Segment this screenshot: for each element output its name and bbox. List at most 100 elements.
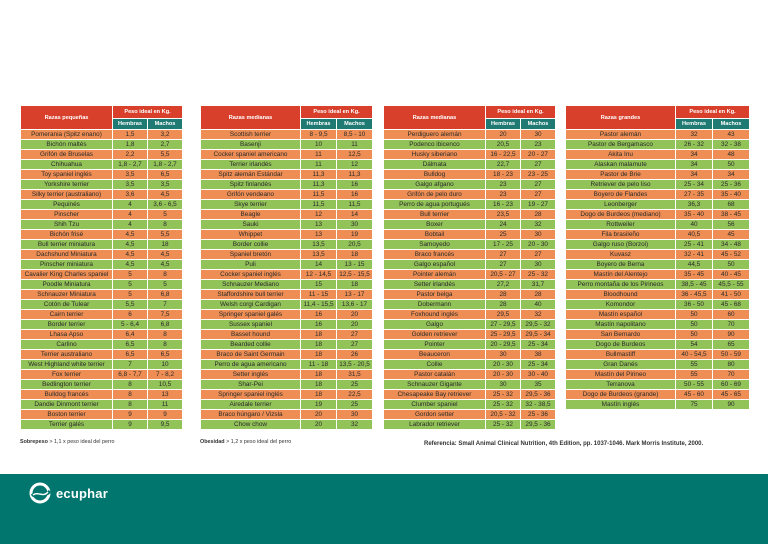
female-weight-cell: 8 - 9,5	[300, 129, 337, 140]
male-weight-cell: 31,7	[519, 279, 557, 290]
table-row: Perro de agua portugués 16 - 23 19 - 27	[383, 199, 557, 210]
table-row: Scottish terrier 8 - 9,5 8,5 - 10	[200, 129, 374, 140]
breed-name-cell: Whippet	[200, 229, 301, 240]
breed-name-cell: Pinscher miniatura	[20, 259, 113, 270]
breed-name-cell: Grifón de Bruselas	[20, 149, 113, 160]
breed-name-cell: Beauceron	[383, 349, 486, 360]
breed-name-cell: Border terrier	[20, 319, 113, 330]
male-weight-cell: 27	[519, 249, 557, 260]
table-row: Braco francés 27 27	[383, 249, 557, 260]
breed-name-cell: Pastor de Bergamasco	[565, 139, 676, 150]
male-weight-cell: 68	[711, 199, 751, 210]
overweight-text: > 1,1 x peso ideal del perro	[49, 439, 115, 445]
breed-name-cell: Airedale terrier	[200, 399, 301, 410]
male-weight-cell: 29,5 - 32	[519, 319, 557, 330]
female-weight-cell: 20	[300, 419, 337, 430]
female-weight-cell: 25 - 32	[485, 419, 521, 430]
female-weight-cell: 14	[300, 259, 337, 270]
table-row: Retriever de pelo liso 25 - 34 25 - 36	[565, 179, 751, 190]
male-weight-cell: 32	[519, 219, 557, 230]
table-row: Dobermann 28 40	[383, 299, 557, 310]
female-weight-cell: 18	[300, 379, 337, 390]
table-row: Podenco ibicenco 20,5 23	[383, 139, 557, 150]
female-weight-cell: 17 - 25	[485, 239, 521, 250]
female-weight-cell: 16 - 23	[485, 199, 521, 210]
male-weight-cell: 90	[711, 399, 751, 410]
male-weight-cell: 8,5 - 10	[335, 129, 374, 140]
table-row: Springer spaniel inglés 18 22,5	[200, 389, 374, 400]
male-weight-cell: 25 - 34	[519, 339, 557, 350]
table-row: Braco húngaro / Vizsla 20 30	[200, 409, 374, 420]
table-row: Beagle 12 14	[200, 209, 374, 220]
breed-name-cell: Skye terrier	[200, 199, 301, 210]
breed-name-cell: Komondor	[565, 299, 676, 310]
female-weight-cell: 16	[300, 319, 337, 330]
table-row: Pointer alemán 20,5 - 27 25 - 32	[383, 269, 557, 280]
breed-name-cell: Terrier galés	[20, 419, 113, 430]
table-row: Mastín del Pirineo 55 70	[565, 369, 751, 380]
table-row: Bedlington terrier 8 10,5	[20, 379, 184, 390]
breed-name-cell: Grifón vendeano	[200, 189, 301, 200]
breed-name-cell: Cotón de Tulear	[20, 299, 113, 310]
male-weight-cell: 27	[519, 159, 557, 170]
breed-header: Razas pequeñas	[20, 105, 113, 130]
breed-name-cell: Bloodhound	[565, 289, 676, 300]
male-weight-cell: 6,8	[146, 289, 184, 300]
table-row: Bull terrier miniatura 4,5 18	[20, 239, 184, 250]
female-weight-cell: 11,3	[300, 179, 337, 190]
table-row: Perdiguero alemán 20 30	[383, 129, 557, 140]
breed-name-cell: Cairn terrier	[20, 309, 113, 320]
breed-name-cell: Schnauzer Mediano	[200, 279, 301, 290]
table-row: Dogo de Burdeos (mediano) 35 - 40 38 - 45	[565, 209, 751, 220]
breed-name-cell: Galgo ruso (Borzoi)	[565, 239, 676, 250]
breed-name-cell: Spaniel bretón	[200, 249, 301, 260]
female-weight-cell: 4,5	[112, 239, 148, 250]
female-weight-cell: 25 - 34	[675, 179, 713, 190]
male-weight-cell: 20 - 30	[519, 239, 557, 250]
male-weight-cell: 25	[335, 379, 374, 390]
female-weight-cell: 27 - 35	[675, 189, 713, 200]
male-weight-cell: 27	[335, 339, 374, 350]
table-row: Mastín español 50 60	[565, 309, 751, 320]
breed-name-cell: Perro montaña de los Pirineos	[565, 279, 676, 290]
male-weight-cell: 28	[519, 289, 557, 300]
male-weight-cell: 28	[519, 209, 557, 220]
female-weight-cell: 45 - 60	[675, 389, 713, 400]
table-row: Welsh corgi Cardigan 11,4 - 15,5 13,6 - 17	[200, 299, 374, 310]
breed-name-cell: Mastín del Pirineo	[565, 369, 676, 380]
breed-name-cell: Podenco ibicenco	[383, 139, 486, 150]
breed-name-cell: Pastor alemán	[565, 129, 676, 140]
breed-name-cell: Gordon setter	[383, 409, 486, 420]
table-row: Schnauzer Mediano 15 18	[200, 279, 374, 290]
table-row: Pastor belga 28 28	[383, 289, 557, 300]
female-weight-cell: 20 - 30	[485, 359, 521, 370]
female-weight-cell: 23,5	[485, 209, 521, 220]
table-row: Cocker spaniel americano 11 12,5	[200, 149, 374, 160]
female-weight-cell: 18	[300, 369, 337, 380]
breed-name-cell: Boxer	[383, 219, 486, 230]
female-weight-cell: 3,5	[112, 179, 148, 190]
table-row: Pastor de Bergamasco 26 - 32 32 - 38	[565, 139, 751, 150]
breed-name-cell: Springer spaniel galés	[200, 309, 301, 320]
table-row: Boxer 24 32	[383, 219, 557, 230]
table-body: Pomerania (Spitz enano) 1,5 3,2 Bichón malt…	[20, 129, 184, 430]
male-header: Machos	[711, 118, 751, 130]
table-row: Clumber spaniel 25 - 32 32 - 38,5	[383, 399, 557, 410]
breed-name-cell: Border collie	[200, 239, 301, 250]
table-row: Dogo de Burdeos (grande) 45 - 60 45 - 65	[565, 389, 751, 400]
breed-name-cell: Poodle Miniatura	[20, 279, 113, 290]
breed-name-cell: Bearded collie	[200, 339, 301, 350]
breed-name-cell: Perro de agua portugués	[383, 199, 486, 210]
male-weight-cell: 50 - 59	[711, 349, 751, 360]
table-row: Basenji 10 11	[200, 139, 374, 150]
male-header: Machos	[146, 118, 184, 130]
female-weight-cell: 4	[112, 209, 148, 220]
breed-name-cell: Silky terrier (australiano)	[20, 189, 113, 200]
male-weight-cell: 70	[711, 369, 751, 380]
table-row: Cocker spaniel inglés 12 - 14,5 12,5 - 15,…	[200, 269, 374, 280]
female-weight-cell: 11,4 - 15,5	[300, 299, 337, 310]
breed-name-cell: Braco de Saint Germain	[200, 349, 301, 360]
male-weight-cell: 65	[711, 339, 751, 350]
breed-name-cell: Pomerania (Spitz enano)	[20, 129, 113, 140]
female-weight-cell: 6,5	[112, 339, 148, 350]
